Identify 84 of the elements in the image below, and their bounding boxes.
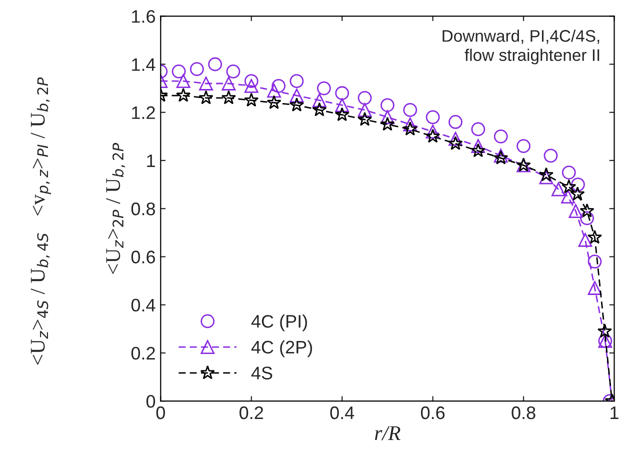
point <box>222 76 236 90</box>
point <box>470 143 486 158</box>
point <box>580 203 594 218</box>
point <box>190 62 204 76</box>
y-tick-label: 1.6 <box>132 10 155 23</box>
text: <U$_{z}$>$_{4S}$ / U$_{b,4S}$ <v$_{p,z}$>$_{PI}$ / U$_{b,2P}$ <box>30 77 52 365</box>
point <box>312 93 326 108</box>
x-tick-label: 0.8 <box>512 406 536 420</box>
point <box>562 166 576 180</box>
point <box>570 186 585 200</box>
point <box>516 139 530 153</box>
point <box>199 76 213 90</box>
point <box>358 90 372 105</box>
point <box>538 167 554 182</box>
point <box>568 204 583 218</box>
y-tick-label: 0 <box>146 395 156 408</box>
point <box>561 190 575 204</box>
point <box>448 115 462 129</box>
y-tick-label: 1 <box>147 154 155 168</box>
point <box>539 170 554 184</box>
point <box>402 122 418 136</box>
point <box>290 88 304 102</box>
point <box>317 81 331 96</box>
point <box>578 232 592 247</box>
y-tick-label: 0.4 <box>131 298 156 312</box>
point <box>403 117 418 132</box>
point <box>380 110 394 124</box>
point <box>272 78 286 93</box>
point <box>587 230 602 244</box>
point <box>580 211 594 226</box>
x-tick-label: 0.2 <box>240 406 264 420</box>
point <box>403 103 418 117</box>
point <box>471 139 486 153</box>
point <box>571 178 585 192</box>
point <box>380 116 395 131</box>
point <box>334 107 350 122</box>
point <box>552 182 566 196</box>
point <box>226 64 240 78</box>
point <box>426 128 440 143</box>
point <box>244 92 259 107</box>
point <box>244 74 258 88</box>
point <box>471 122 486 136</box>
point <box>426 124 440 139</box>
point <box>172 64 186 78</box>
point <box>176 74 190 88</box>
x-tick-label: 0 <box>156 406 165 420</box>
x-tick-label: 1 <box>610 406 618 420</box>
x-tick-label: 0.4 <box>330 406 354 420</box>
point <box>357 112 372 126</box>
point <box>494 129 508 144</box>
point <box>335 98 350 112</box>
point <box>290 74 304 88</box>
point <box>544 148 558 163</box>
y-tick-label: 0.8 <box>131 202 156 216</box>
point <box>588 281 602 295</box>
y-axis-title: <U$_{z}$>$_{2P}$ / U$_{b,2P}$ <box>106 142 126 274</box>
point <box>448 132 462 146</box>
point <box>597 324 612 338</box>
point <box>588 254 602 268</box>
x-tick-label: 0.6 <box>420 406 445 420</box>
y-tick-label: 1.2 <box>132 106 155 119</box>
legend-label: 4C (2P) <box>251 340 312 358</box>
point <box>312 102 327 116</box>
point <box>335 86 350 100</box>
point <box>448 136 463 150</box>
y-tick-label: 1.4 <box>132 58 156 71</box>
annotation: Downward, PI,4C/4S, flow straightener II <box>442 30 600 64</box>
y-tick-label: 0.2 <box>131 346 155 360</box>
point <box>244 78 258 93</box>
point <box>562 179 576 194</box>
point <box>380 98 394 112</box>
point <box>426 110 440 124</box>
point <box>176 88 191 102</box>
point <box>358 103 372 117</box>
point <box>267 84 281 98</box>
y-tick-label: 0.6 <box>131 250 155 264</box>
legend-label: 4S <box>251 366 272 380</box>
x-axis-title: r/R <box>374 426 400 440</box>
point <box>198 90 214 104</box>
point <box>266 95 282 110</box>
point <box>221 90 236 104</box>
point <box>208 57 222 72</box>
point <box>289 98 304 112</box>
legend-label: 4C (PI) <box>251 314 307 332</box>
